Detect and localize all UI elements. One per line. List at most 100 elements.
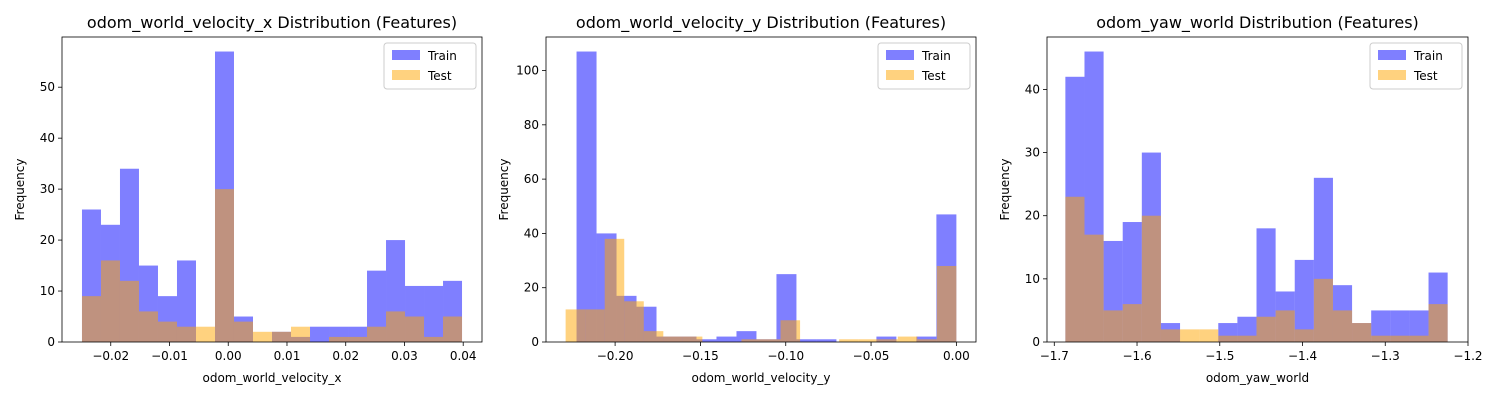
y-tick-label: 0 (1032, 335, 1040, 349)
chart-panel-2: −0.20 −0.15 −0.10 −0.05 0.00 0 20 40 60 80 100 odom… (497, 13, 977, 385)
bar-test-19 (1428, 304, 1448, 342)
bar-train-12 (310, 326, 330, 342)
chart-panel-3: −1.7 −1.6 −1.5 −1.4 −1.3 −1.2 0 10 20 30 40 odom_ya… (998, 13, 1483, 385)
bar-test-8 (233, 321, 253, 342)
bar-test-15 (858, 339, 879, 342)
bar-train-12 (816, 339, 837, 342)
bar-test-2 (604, 238, 625, 342)
bar-test-11 (780, 320, 801, 342)
bar-test-8 (1218, 335, 1238, 342)
legend-label-train: Train (1413, 49, 1443, 63)
y-tick-label: 40 (1025, 82, 1040, 96)
bar-test-3 (1122, 304, 1142, 342)
legend-swatch-test (886, 70, 914, 80)
chart-title: odom_world_velocity_y Distribution (Feat… (576, 13, 946, 33)
legend: Train Test (877, 42, 971, 90)
y-tick-label: 10 (40, 284, 55, 298)
bar-test-6 (195, 326, 215, 342)
chart-title: odom_world_velocity_x Distribution (Feat… (87, 13, 457, 33)
bar-test-0 (81, 296, 101, 342)
bar-test-19 (936, 265, 957, 342)
y-tick-label: 40 (524, 226, 539, 240)
series-test (1065, 196, 1448, 342)
y-tick-label: 0 (531, 335, 539, 349)
x-tick-label: −1.5 (1205, 349, 1234, 363)
legend-swatch-test (392, 70, 420, 80)
bar-test-15 (367, 326, 387, 342)
y-axis-label: Frequency (13, 159, 27, 221)
bar-test-0 (565, 309, 586, 342)
bar-test-4 (643, 331, 664, 342)
x-tick-label: 0.00 (215, 349, 242, 363)
legend-swatch-train (392, 50, 420, 60)
bar-test-18 (424, 336, 444, 342)
series-train (1065, 51, 1448, 343)
bar-test-0 (1065, 196, 1085, 342)
bar-test-5 (176, 326, 196, 342)
x-tick-label: 0.00 (943, 349, 970, 363)
bar-train-18 (1409, 310, 1429, 342)
bar-test-10 (1256, 316, 1276, 342)
x-tick-label: −0.02 (92, 349, 129, 363)
bar-test-14 (348, 336, 368, 342)
x-axis-label: odom_world_velocity_x (202, 371, 341, 385)
bar-test-1 (100, 260, 120, 342)
y-tick-label: 0 (47, 335, 55, 349)
bar-test-17 (1390, 335, 1410, 342)
bar-test-13 (1313, 278, 1333, 342)
bar-test-16 (878, 339, 898, 342)
bar-train-18 (424, 285, 444, 342)
legend-label-test: Test (921, 69, 946, 83)
bar-test-2 (119, 280, 139, 342)
bar-test-7 (1199, 329, 1219, 342)
x-tick-label: −0.20 (597, 349, 634, 363)
bar-train-8 (736, 331, 757, 342)
bar-train-5 (176, 260, 196, 342)
bar-test-16 (386, 311, 406, 342)
bar-test-7 (214, 189, 234, 342)
bar-test-5 (663, 336, 683, 342)
chart-panel-1: −0.02 −0.01 0.00 0.01 0.02 0.03 0.04 0 10 20 30 40 5… (13, 13, 483, 385)
bar-test-1 (585, 309, 605, 342)
legend: Train Test (1369, 42, 1463, 90)
chart-title: odom_yaw_world Distribution (Features) (1096, 13, 1419, 33)
bar-test-15 (1352, 323, 1372, 342)
legend-swatch-train (1378, 50, 1406, 60)
x-tick-label: −1.2 (1453, 349, 1482, 363)
y-tick-label: 10 (1025, 272, 1040, 286)
bar-test-12 (1294, 329, 1314, 342)
y-axis-label: Frequency (998, 159, 1012, 221)
x-tick-label: −1.3 (1371, 349, 1400, 363)
y-tick-label: 50 (40, 80, 55, 94)
x-tick-label: 0.01 (274, 349, 301, 363)
x-tick-label: −0.15 (682, 349, 719, 363)
bar-test-18 (1409, 335, 1429, 342)
x-tick-label: −1.6 (1122, 349, 1151, 363)
y-tick-label: 30 (1025, 146, 1040, 160)
legend-label-test: Test (1413, 69, 1438, 83)
x-axis-label: odom_yaw_world (1206, 371, 1309, 385)
y-tick-label: 80 (524, 118, 539, 132)
bar-test-13 (329, 336, 349, 342)
bar-test-14 (839, 339, 859, 342)
bar-test-6 (1180, 329, 1200, 342)
bar-train-15 (367, 270, 387, 342)
legend-swatch-test (1378, 70, 1406, 80)
bar-test-5 (1160, 329, 1181, 342)
bar-test-10 (272, 331, 292, 342)
y-tick-label: 40 (40, 131, 55, 145)
axes-frame (545, 36, 977, 343)
bar-test-17 (405, 316, 425, 342)
legend: Train Test (383, 42, 477, 90)
bar-test-11 (1275, 310, 1295, 342)
legend-label-test: Test (427, 69, 452, 83)
bar-test-2 (1103, 310, 1123, 342)
x-axis-label: odom_world_velocity_y (691, 371, 830, 385)
x-tick-label: −0.05 (853, 349, 890, 363)
bar-test-3 (624, 301, 644, 342)
bar-train-17 (1390, 310, 1410, 342)
legend-label-train: Train (427, 49, 457, 63)
bar-test-18 (917, 339, 937, 342)
bar-test-9 (741, 339, 761, 342)
